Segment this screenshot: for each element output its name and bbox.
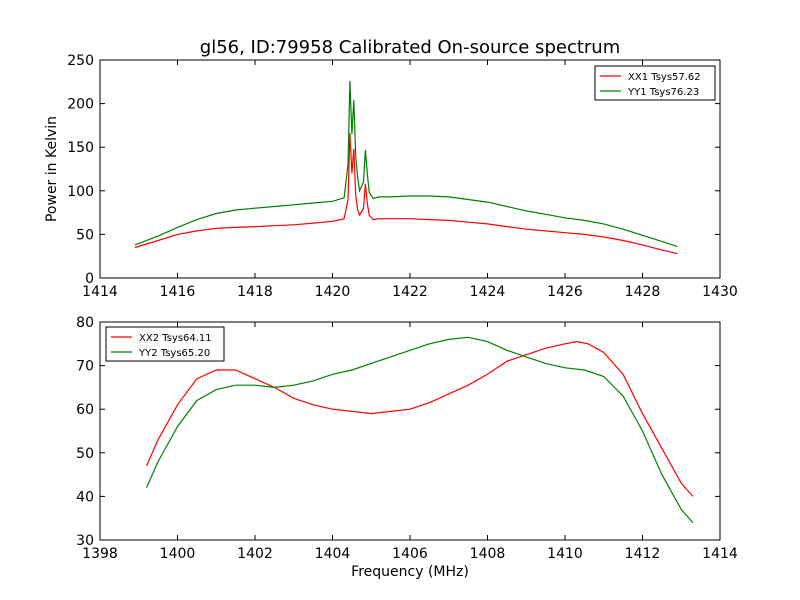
y-tick-label-0-2: 100 [67,184,94,200]
x-axis-label-1: Frequency (MHz) [351,564,469,580]
x-tick-label-0-4: 1422 [392,284,428,300]
figure-title: gl56, ID:79958 Calibrated On-source spec… [200,37,620,58]
x-tick-label-1-6: 1410 [547,546,583,562]
x-tick-label-0-1: 1416 [160,284,196,300]
x-tick-label-0-5: 1424 [470,284,506,300]
x-tick-label-0-8: 1430 [702,284,738,300]
x-tick-label-0-7: 1428 [625,284,661,300]
x-tick-label-1-8: 1414 [702,546,738,562]
series-line-1-0 [145,340,694,497]
x-tick-label-1-3: 1404 [315,546,351,562]
y-tick-label-1-3: 60 [76,402,94,418]
legend-box-1 [105,326,225,362]
y-tick-label-1-2: 50 [76,446,94,462]
x-tick-label-1-1: 1400 [160,546,196,562]
x-tick-label-0-2: 1418 [237,284,273,300]
x-tick-label-0-0: 1414 [82,284,118,300]
y-tick-label-0-5: 250 [67,53,94,69]
legend-0: XX1 Tsys57.62 YY1 Tsys76.23 [594,65,716,101]
legend-1: XX2 Tsys64.11 YY2 Tsys65.20 [105,326,225,362]
y-tick-label-0-4: 200 [67,97,94,113]
legend-box-0 [594,65,716,101]
y-tick-label-1-1: 40 [76,489,94,505]
x-tick-label-1-5: 1408 [470,546,506,562]
top-panel: 1414 1416 1418 1420 1422 1424 1426 1428 1430 0 50 1… [44,53,738,300]
legend-label-1-1: YY2 Tsys65.20 [138,348,210,359]
x-tick-label-0-3: 1420 [315,284,351,300]
y-tick-label-0-3: 150 [67,140,94,156]
legend-label-1-0: XX2 Tsys64.11 [139,333,212,344]
series-line-1-1 [145,336,694,523]
legend-label-0-1: YY1 Tsys76.23 [627,87,699,98]
x-tick-label-1-0: 1398 [82,546,118,562]
bottom-panel: 1398 1400 1402 1404 1406 1408 1410 1412 1414 30 40… [76,315,738,580]
y-axis-label-0: Power in Kelvin [44,116,60,222]
y-tick-label-1-0: 30 [76,533,94,549]
legend-label-0-0: XX1 Tsys57.62 [628,72,701,83]
y-tick-label-1-4: 70 [76,359,94,375]
x-tick-label-1-2: 1402 [237,546,273,562]
y-tick-label-0-0: 0 [85,271,94,287]
y-tick-label-1-5: 80 [76,315,94,331]
series-line-0-0 [134,133,678,255]
y-tick-label-0-1: 50 [76,227,94,243]
x-tick-label-0-6: 1426 [547,284,583,300]
x-tick-label-1-4: 1406 [392,546,428,562]
series-line-0-1 [134,80,678,248]
x-tick-label-1-7: 1412 [625,546,661,562]
